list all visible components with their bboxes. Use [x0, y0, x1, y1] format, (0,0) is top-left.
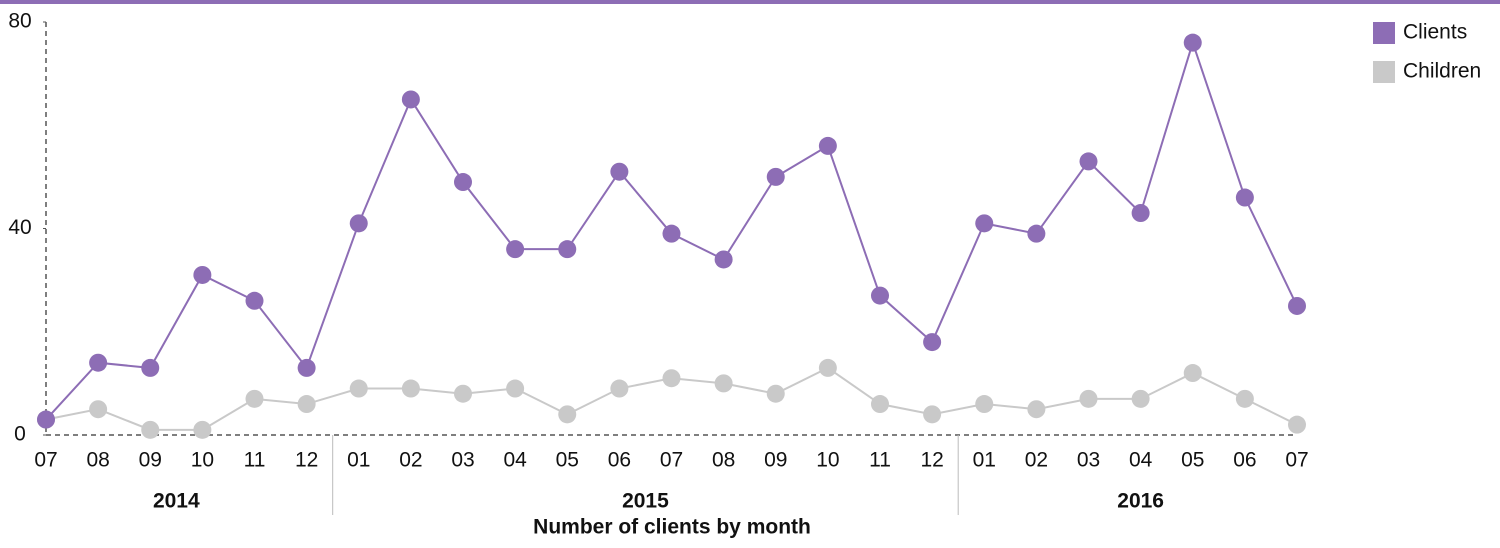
- x-tick-label: 09: [764, 449, 787, 472]
- data-point: [1183, 364, 1202, 383]
- y-tick-label: 40: [8, 216, 31, 239]
- x-tick-label: 07: [660, 449, 683, 472]
- data-point: [662, 224, 681, 243]
- data-point: [975, 214, 994, 233]
- x-tick-label: 08: [86, 449, 109, 472]
- data-point: [610, 162, 629, 181]
- x-tick-label: 11: [244, 449, 266, 472]
- data-point: [454, 384, 472, 403]
- data-point: [454, 173, 472, 192]
- data-point: [1288, 296, 1306, 315]
- y-tick-label: 0: [14, 423, 26, 446]
- x-tick-label: 05: [556, 449, 579, 472]
- x-tick-label: 06: [1233, 449, 1256, 472]
- x-tick-label: 05: [1181, 449, 1204, 472]
- data-point: [558, 405, 577, 424]
- x-tick-label: 02: [399, 449, 422, 472]
- data-point: [610, 379, 629, 398]
- data-point: [1183, 33, 1202, 52]
- data-point: [1027, 224, 1046, 243]
- legend-label: Children: [1403, 60, 1481, 83]
- x-tick-label: 01: [973, 449, 996, 472]
- data-point: [1027, 400, 1046, 419]
- data-point: [766, 384, 785, 403]
- data-point: [349, 214, 368, 233]
- data-point: [818, 358, 837, 377]
- data-point: [349, 379, 368, 398]
- data-point: [1079, 389, 1098, 408]
- x-tick-label: 07: [34, 449, 57, 472]
- x-tick-label: 11: [869, 449, 891, 472]
- x-tick-label: 04: [1129, 449, 1153, 472]
- data-point: [193, 420, 212, 439]
- data-point: [245, 291, 264, 310]
- x-tick-label: 04: [503, 449, 527, 472]
- x-tick-label: 10: [191, 449, 214, 472]
- x-group-label: 2015: [622, 490, 669, 513]
- data-point: [245, 389, 264, 408]
- data-point: [297, 358, 316, 377]
- x-tick-label: 02: [1025, 449, 1048, 472]
- data-point: [923, 405, 942, 424]
- x-tick-label: 12: [920, 449, 943, 472]
- x-tick-label: 09: [139, 449, 162, 472]
- x-tick-label: 06: [608, 449, 631, 472]
- data-point: [89, 400, 108, 419]
- data-point: [297, 395, 316, 414]
- data-point: [871, 286, 889, 305]
- data-point: [766, 167, 785, 186]
- data-point: [1288, 415, 1306, 434]
- data-point: [1131, 389, 1150, 408]
- x-tick-label: 01: [347, 449, 370, 472]
- data-point: [871, 395, 889, 414]
- legend-swatch: [1373, 61, 1395, 83]
- data-point: [923, 333, 942, 352]
- x-tick-label: 10: [816, 449, 839, 472]
- data-point: [1079, 152, 1098, 171]
- data-point: [1235, 188, 1254, 207]
- x-group-label: 2014: [153, 490, 200, 513]
- data-point: [401, 379, 420, 398]
- data-point: [975, 395, 994, 414]
- data-point: [1131, 204, 1150, 223]
- data-point: [714, 250, 733, 269]
- legend-label: Clients: [1403, 21, 1467, 44]
- data-point: [818, 136, 837, 155]
- data-point: [193, 265, 212, 284]
- x-tick-label: 07: [1285, 449, 1308, 472]
- data-point: [506, 379, 525, 398]
- data-point: [714, 374, 733, 393]
- legend-swatch: [1373, 22, 1395, 44]
- x-group-label: 2016: [1117, 490, 1164, 513]
- data-point: [141, 358, 160, 377]
- data-point: [558, 240, 577, 259]
- y-tick-label: 80: [8, 10, 31, 33]
- data-point: [37, 410, 55, 429]
- data-point: [662, 369, 681, 388]
- x-tick-label: 03: [1077, 449, 1100, 472]
- data-point: [506, 240, 525, 259]
- x-tick-label: 03: [451, 449, 474, 472]
- data-point: [1235, 389, 1254, 408]
- x-axis-label: Number of clients by month: [533, 516, 811, 539]
- top-bar: [0, 0, 1500, 4]
- x-tick-label: 08: [712, 449, 735, 472]
- x-tick-label: 12: [295, 449, 318, 472]
- data-point: [141, 420, 160, 439]
- data-point: [89, 353, 108, 372]
- data-point: [401, 90, 420, 109]
